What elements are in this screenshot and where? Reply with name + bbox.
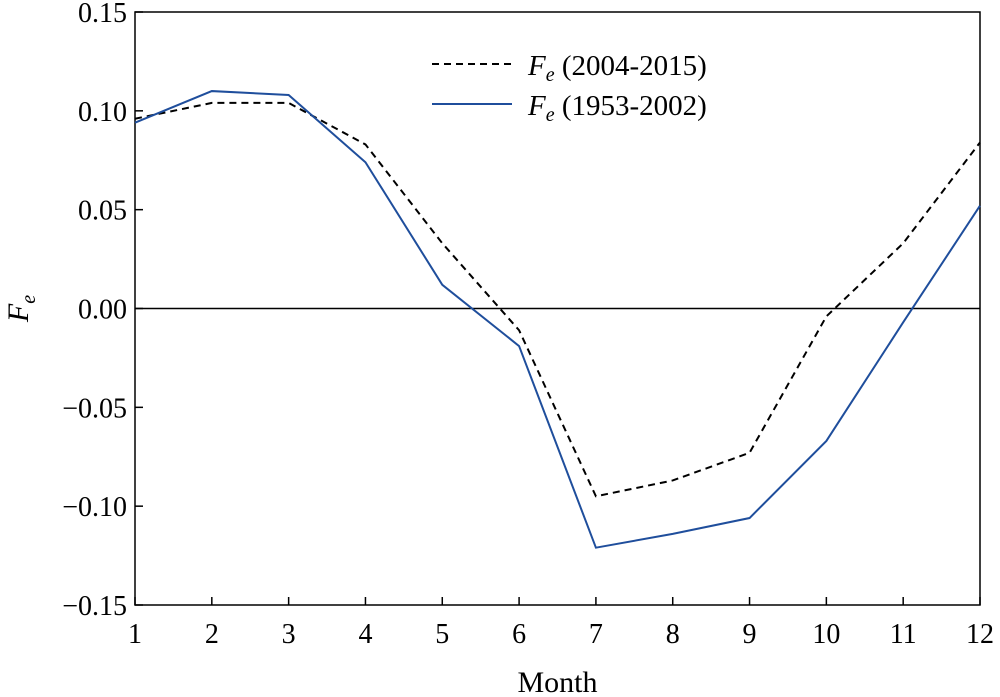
y-tick-label: 0.00 bbox=[78, 295, 127, 326]
x-tick-label: 12 bbox=[966, 619, 994, 650]
legend-label-1953-2002: Fe (1953-2002) bbox=[527, 90, 707, 126]
x-tick-label: 10 bbox=[812, 619, 840, 650]
x-tick-label: 1 bbox=[128, 619, 142, 650]
x-tick-label: 6 bbox=[512, 619, 526, 650]
y-axis-title-main: F bbox=[2, 303, 35, 323]
y-tick-label: 0.15 bbox=[78, 0, 127, 29]
x-tick-label: 2 bbox=[205, 619, 219, 650]
x-axis-title: Month bbox=[517, 666, 597, 697]
y-tick-label: −0.15 bbox=[62, 591, 127, 622]
legend-label-main: F bbox=[527, 50, 546, 82]
y-tick-label: 0.10 bbox=[78, 97, 127, 128]
x-tick-label: 9 bbox=[743, 619, 757, 650]
x-tick-label: 3 bbox=[282, 619, 296, 650]
y-tick-label: −0.10 bbox=[62, 492, 127, 523]
legend-label-subscript: e bbox=[546, 104, 555, 126]
x-axis: 1 2 3 4 5 6 7 8 9 10 11 12 bbox=[128, 597, 994, 650]
x-tick-label: 5 bbox=[435, 619, 449, 650]
series-line-2004-2015 bbox=[134, 101, 981, 498]
x-tick-label: 11 bbox=[890, 619, 917, 650]
legend-label-main: F bbox=[527, 90, 546, 122]
y-tick-label: −0.05 bbox=[62, 393, 127, 424]
legend-label-subscript: e bbox=[546, 64, 555, 86]
series-layer bbox=[134, 90, 981, 549]
x-tick-label: 4 bbox=[358, 619, 372, 650]
x-tick-label: 7 bbox=[589, 619, 603, 650]
series-line-1953-2002 bbox=[134, 90, 981, 549]
y-axis-title: Fe bbox=[2, 295, 40, 323]
legend-label-2004-2015: Fe (2004-2015) bbox=[527, 50, 707, 86]
x-tick-label: 8 bbox=[666, 619, 680, 650]
y-tick-label: 0.05 bbox=[78, 196, 127, 227]
y-axis: 0.15 0.10 0.05 0.00 −0.05 −0.10 −0.15 bbox=[62, 0, 143, 622]
legend-label-period: (2004-2015) bbox=[555, 50, 707, 82]
y-axis-title-subscript: e bbox=[18, 295, 40, 304]
legend-label-period: (1953-2002) bbox=[555, 90, 707, 122]
legend: Fe (2004-2015) Fe (1953-2002) bbox=[432, 50, 707, 126]
